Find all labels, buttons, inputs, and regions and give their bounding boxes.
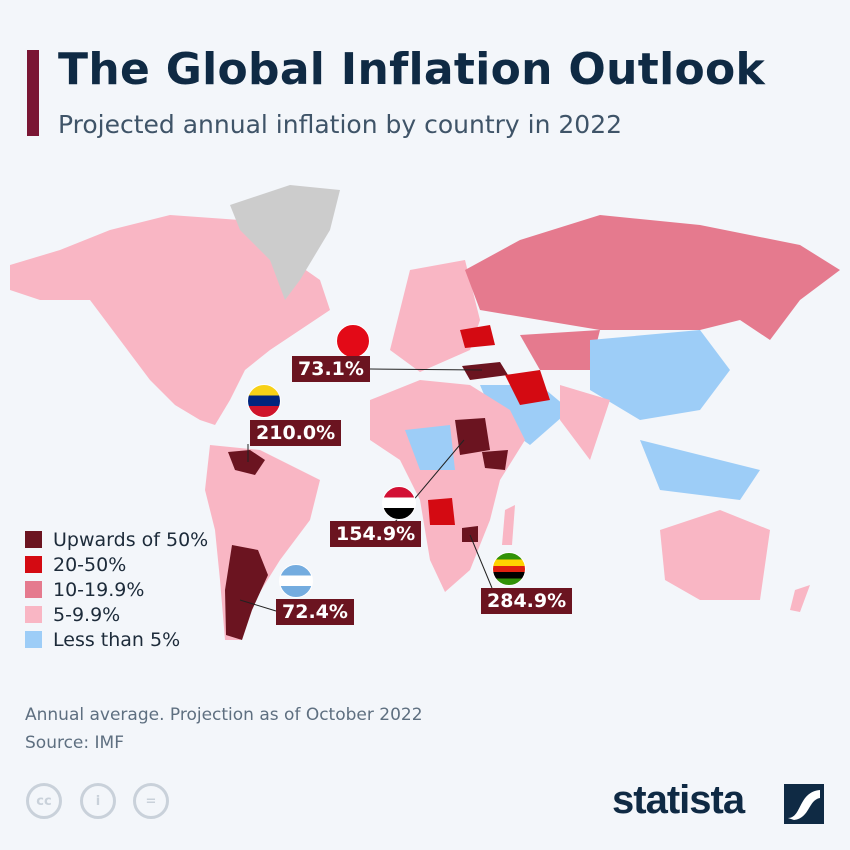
legend-swatch <box>25 556 42 573</box>
leader-turkey <box>369 368 483 371</box>
ukraine <box>460 325 495 348</box>
central-asia <box>520 330 600 370</box>
turkey <box>462 362 508 380</box>
europe <box>390 260 480 372</box>
legend-item: 5-9.9% <box>25 602 208 627</box>
legend-label: Upwards of 50% <box>53 528 209 551</box>
legend-label: 20-50% <box>53 553 127 576</box>
legend-label: Less than 5% <box>53 628 181 651</box>
australia <box>660 510 770 600</box>
statista-logo-icon <box>784 784 824 824</box>
legend-item: 10-19.9% <box>25 577 208 602</box>
creative-commons-icon[interactable]: cc <box>26 783 62 819</box>
legend-item: Upwards of 50% <box>25 527 208 552</box>
sudan <box>455 418 490 455</box>
footnote: Annual average. Projection as of October… <box>25 705 423 725</box>
iran <box>505 370 550 405</box>
argentina-flag-icon <box>279 564 313 598</box>
new-zealand <box>790 585 810 612</box>
greenland <box>230 185 340 300</box>
venezuela <box>228 450 265 475</box>
venezuela-flag-icon <box>247 384 281 418</box>
legend-swatch <box>25 531 42 548</box>
world-map <box>10 185 840 640</box>
china <box>590 330 730 420</box>
legend-label: 10-19.9% <box>53 578 145 601</box>
legend-swatch <box>25 631 42 648</box>
legend-item: Less than 5% <box>25 627 208 652</box>
central-africa <box>405 425 455 470</box>
source: Source: IMF <box>25 733 124 753</box>
sudan-flag-icon <box>382 486 416 520</box>
page-title: The Global Inflation Outlook <box>58 44 766 95</box>
southeast-asia <box>640 440 760 500</box>
accent-bar <box>27 50 39 136</box>
zimbabwe-label: 284.9% <box>481 588 573 614</box>
russia <box>465 215 840 340</box>
argentina-label: 72.4% <box>276 599 354 625</box>
legend-label: 5-9.9% <box>53 603 121 626</box>
madagascar <box>502 505 515 545</box>
zimbabwe-flag-icon <box>492 552 526 586</box>
turkey-flag-icon <box>336 324 370 358</box>
no-derivatives-icon[interactable]: = <box>133 783 169 819</box>
legend-item: 20-50% <box>25 552 208 577</box>
legend-swatch <box>25 581 42 598</box>
page-subtitle: Projected annual inflation by country in… <box>58 110 623 139</box>
leader-argentina <box>239 599 277 612</box>
india <box>560 385 610 460</box>
ethiopia <box>482 450 508 470</box>
zimbabwe <box>462 526 478 542</box>
attribution-icon[interactable]: i <box>80 783 116 819</box>
leader-zimbabwe <box>469 534 493 589</box>
sudan-label: 154.9% <box>330 521 422 547</box>
legend: Upwards of 50% 20-50% 10-19.9% 5-9.9% Le… <box>25 527 208 652</box>
argentina <box>225 545 268 640</box>
north-america <box>10 215 330 425</box>
statista-logo[interactable]: statista <box>612 778 745 822</box>
turkey-label: 73.1% <box>292 356 370 382</box>
venezuela-label: 210.0% <box>250 420 342 446</box>
legend-swatch <box>25 606 42 623</box>
angola <box>428 498 455 525</box>
